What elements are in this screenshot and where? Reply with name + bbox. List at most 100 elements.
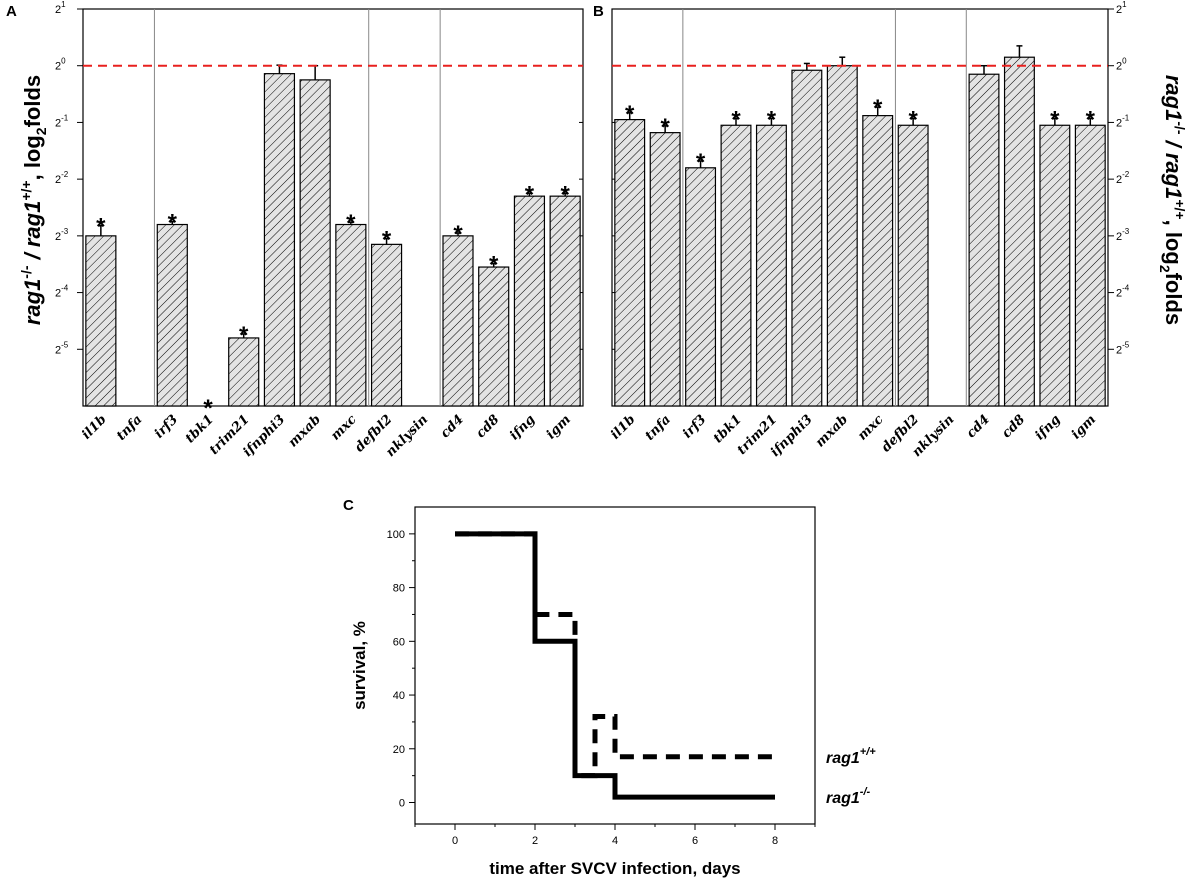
panel-a-y-tick-exponent: -1 xyxy=(61,113,69,122)
panel-a-y-tick-label: 2-1 xyxy=(55,113,69,129)
ylabel-a-end: folds xyxy=(20,75,45,128)
panel-c-x-tick-label: 8 xyxy=(772,835,778,847)
panel-b-category-label-cd8: cd8 xyxy=(999,412,1028,441)
ylabel-b-end: folds xyxy=(1161,273,1186,326)
panel-b-plot: 21202-12-22-32-42-5*il1b*tnfa*irf3*tbk1*… xyxy=(608,0,1130,460)
panel-a-bar-ifnphi3 xyxy=(263,73,296,407)
panel-a-y-tick-exponent: -4 xyxy=(61,284,69,293)
panel-b-significance-igm: * xyxy=(1086,106,1096,133)
panel-b-y-tick-exponent: -4 xyxy=(1122,284,1130,293)
panel-a-bar-cd8 xyxy=(478,266,510,407)
panel-a-category-label-irf3: irf3 xyxy=(152,412,181,441)
ylabel-b-sub: 2 xyxy=(1157,265,1173,273)
panel-b-y-tick-label: 2-4 xyxy=(1116,284,1130,300)
panel-a-significance-trim21: * xyxy=(239,322,249,349)
panel-a-category-label-cd8: cd8 xyxy=(474,412,503,441)
panel-b-y-tick-label: 2-2 xyxy=(1116,170,1130,186)
panel-b-bar-mxc xyxy=(862,115,894,407)
panel-b-y-tick-base: 2 xyxy=(1116,61,1122,73)
panel-b-bar-irf3 xyxy=(685,167,717,407)
panel-b-significance-defbl2: * xyxy=(908,106,918,133)
panel-b-y-tick-exponent: 1 xyxy=(1122,0,1127,9)
ylabel-b-suffix: , log xyxy=(1161,220,1186,265)
panel-b-bar-mxab xyxy=(826,65,858,407)
panel-b-bar-trim21 xyxy=(755,124,787,407)
panel-b-y-tick-exponent: -2 xyxy=(1122,170,1130,179)
panel-b-y-tick-label: 21 xyxy=(1116,0,1127,16)
panel-a-y-tick-exponent: 1 xyxy=(61,0,66,9)
panel-b-y-tick-exponent: -3 xyxy=(1122,227,1130,236)
panel-a-y-tick-exponent: 0 xyxy=(61,57,66,66)
panel-a-category-label-tnfa: tnfa xyxy=(114,412,145,443)
panel-a-bar-trim21 xyxy=(228,337,260,407)
panel-c-xlabel: time after SVCV infection, days xyxy=(489,859,740,878)
panel-a-y-tick-exponent: -3 xyxy=(61,227,69,236)
panel-b-bar-cd4 xyxy=(968,73,1000,407)
panel-b-y-tick-base: 2 xyxy=(1116,117,1122,129)
panel-a-significance-cd4: * xyxy=(453,221,463,248)
panel-b-significance-irf3: * xyxy=(696,149,706,176)
panel-c-legend-rag1-/-: rag1-/- xyxy=(826,786,871,807)
panel-a-y-tick-base: 2 xyxy=(55,288,61,300)
ylabel-b-sup1: -/- xyxy=(1172,121,1188,135)
panel-b-significance-tbk1: * xyxy=(731,106,741,133)
panel-c-legend-rag1+/+: rag1+/+ xyxy=(826,746,876,767)
panel-a-bar-mxc xyxy=(335,223,367,407)
panel-b-significance-ifng: * xyxy=(1050,106,1060,133)
panel-c-x-tick-label: 4 xyxy=(612,835,618,847)
panel-b-bar-ifnphi3 xyxy=(791,69,823,407)
panel-b-y-tick-base: 2 xyxy=(1116,4,1122,16)
panel-b-bar-igm xyxy=(1074,124,1106,407)
panel-b-ylabel: rag1-/- / rag1+/+, log2folds xyxy=(1157,75,1188,325)
panel-a-y-tick-base: 2 xyxy=(55,117,61,129)
panel-c-y-tick-label: 100 xyxy=(387,529,405,541)
panel-b-category-label-irf3: irf3 xyxy=(680,412,709,441)
panel-b-y-tick-label: 2-5 xyxy=(1116,340,1130,356)
panel-c-legend-sup: +/+ xyxy=(860,746,876,758)
ylabel-a-sub: 2 xyxy=(33,127,49,135)
panel-a-y-tick-base: 2 xyxy=(55,4,61,16)
panel-a-y-tick-base: 2 xyxy=(55,61,61,73)
panel-b-y-tick-label: 20 xyxy=(1116,57,1127,73)
panel-c-ylabel: survival, % xyxy=(350,621,369,710)
panel-a-y-tick-base: 2 xyxy=(55,231,61,243)
panel-a-bar-ifng xyxy=(513,195,546,407)
panel-b-category-label-cd4: cd4 xyxy=(964,412,993,441)
panel-b-letter: B xyxy=(593,3,604,20)
panel-c-legend-sup: -/- xyxy=(860,786,871,798)
panel-b-bar-defbl2 xyxy=(897,124,929,407)
panel-a-significance-tbk1: * xyxy=(203,395,213,422)
panel-c-letter: C xyxy=(343,497,354,514)
panel-c-y-tick-label: 60 xyxy=(393,636,405,648)
panel-a-bar-igm xyxy=(549,195,581,407)
panel-c-legend-base: rag1 xyxy=(826,750,860,767)
panel-b-y-tick-exponent: -5 xyxy=(1122,340,1130,349)
panel-c-y-tick-label: 80 xyxy=(393,583,405,595)
panel-b-y-tick-label: 2-1 xyxy=(1116,113,1130,129)
panel-a-category-label-cd4: cd4 xyxy=(438,412,467,441)
panel-a-y-tick-label: 2-5 xyxy=(55,340,69,356)
panel-b-y-tick-base: 2 xyxy=(1116,288,1122,300)
ylabel-a-sup2: +/+ xyxy=(18,180,34,200)
panel-a-bar-cd4 xyxy=(442,235,474,407)
panel-b-category-label-mxc: mxc xyxy=(855,412,886,443)
ylabel-b-sup2: +/+ xyxy=(1172,199,1188,219)
panel-b-bar-cd8 xyxy=(1003,56,1035,407)
panel-a-significance-il1b: * xyxy=(96,214,106,241)
panel-a-category-label-igm: igm xyxy=(544,412,574,442)
panel-b-bar-ifng xyxy=(1039,124,1071,407)
panel-a-y-tick-label: 20 xyxy=(55,57,66,73)
panel-b-significance-il1b: * xyxy=(625,101,635,128)
panel-a-y-tick-base: 2 xyxy=(55,344,61,356)
panel-c-series-rag1+/+ xyxy=(455,531,775,779)
panel-a-bar-mxab xyxy=(299,79,331,407)
panel-b-category-label-ifng: ifng xyxy=(1033,412,1064,443)
panel-a-category-label-mxab: mxab xyxy=(286,412,324,450)
ylabel-a-suffix: , log xyxy=(20,135,45,180)
panel-a-significance-irf3: * xyxy=(168,210,178,237)
panel-b-category-label-il1b: il1b xyxy=(608,412,638,442)
